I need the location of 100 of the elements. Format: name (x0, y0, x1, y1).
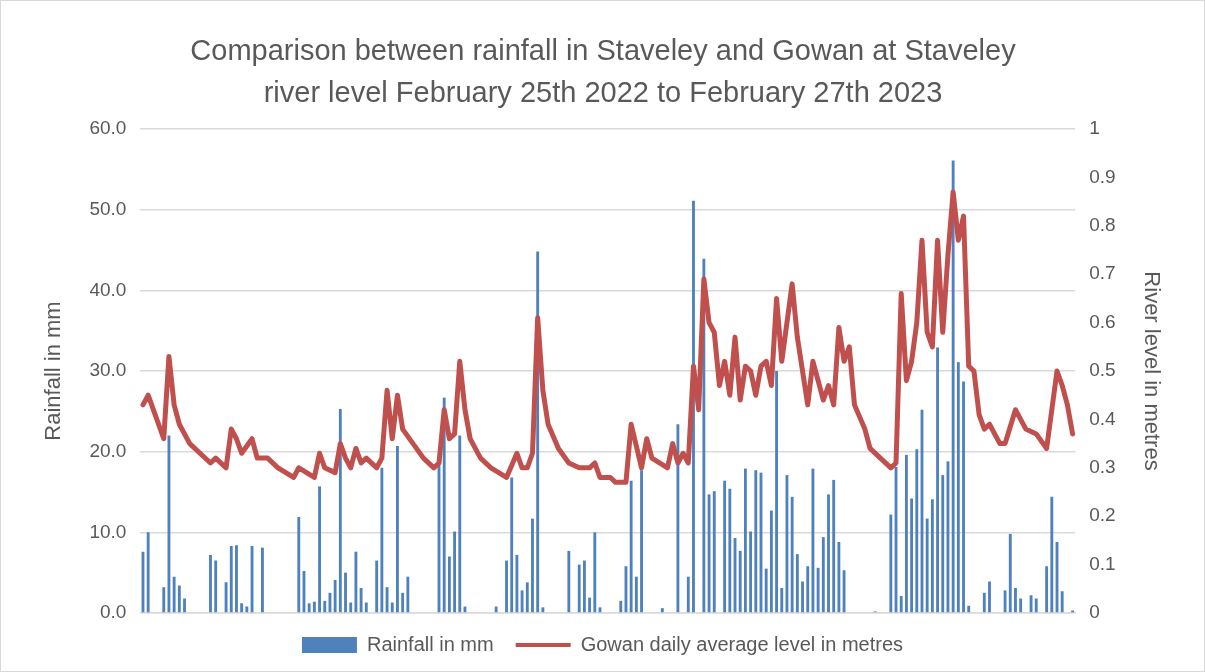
bar (588, 597, 592, 613)
bar (307, 603, 311, 613)
bar (1008, 533, 1012, 613)
bar (359, 587, 363, 613)
bar (749, 531, 753, 613)
y2-tick-label: 0.8 (1089, 214, 1116, 236)
bar (1060, 591, 1064, 613)
bar (354, 551, 358, 613)
bar (889, 514, 893, 613)
bar (229, 546, 233, 613)
bar (936, 347, 939, 613)
legend-label: Rainfall in mm (366, 632, 494, 655)
bar (764, 568, 768, 613)
bar (525, 582, 529, 613)
bar (686, 576, 690, 613)
bar (245, 606, 249, 613)
bar (951, 160, 955, 613)
bar (177, 585, 181, 613)
y2-tick-label: 0.1 (1089, 552, 1116, 574)
bar (172, 576, 176, 613)
legend-label: Gowan daily average level in metres (580, 632, 904, 655)
bar (769, 510, 773, 613)
y2-tick-label: 1 (1089, 117, 1100, 139)
y2-axis-title: River level in metres (1139, 271, 1165, 471)
y2-tick-label: 0.6 (1089, 310, 1116, 332)
y2-tick-label: 0.9 (1089, 165, 1116, 187)
y2-tick-label: 0.5 (1089, 359, 1116, 381)
y-tick-label: 20.0 (89, 439, 127, 461)
bar (541, 607, 545, 613)
bar (1003, 590, 1007, 613)
bar (344, 572, 347, 613)
bar (333, 579, 337, 613)
bar (811, 468, 815, 613)
bar (318, 486, 321, 613)
bar (842, 570, 846, 613)
bar (832, 479, 836, 613)
bar (899, 596, 903, 613)
bar (214, 560, 218, 613)
bar (338, 408, 342, 613)
bar (754, 470, 758, 613)
bar (925, 518, 929, 613)
bar (775, 371, 778, 613)
y-tick-label: 60.0 (89, 117, 127, 139)
chart-title: Comparison between rainfall in Staveley and Gowan at Staveley river level February 25th 2022 to February 27th 2023 (189, 33, 1017, 110)
bar (505, 560, 508, 613)
y-tick-label: 30.0 (89, 359, 127, 381)
bar (1034, 598, 1038, 613)
bar (577, 564, 581, 613)
bar (1045, 566, 1049, 613)
bar (982, 592, 986, 613)
bar (930, 499, 934, 613)
y2-tick-label: 0 (1089, 601, 1100, 623)
y-axis-title: Rainfall in mm (40, 301, 66, 441)
bar (406, 576, 410, 613)
bar (660, 608, 664, 613)
bar (209, 554, 212, 613)
bar (738, 550, 742, 613)
bar (510, 477, 514, 613)
y2-tick-label: 0.4 (1089, 407, 1117, 429)
bar (915, 449, 919, 613)
bar (261, 547, 264, 613)
bar (790, 496, 794, 613)
bar (375, 560, 379, 613)
bar (640, 470, 643, 613)
bar (676, 424, 680, 613)
bar (801, 581, 804, 613)
y-tick-label: 10.0 (89, 520, 127, 542)
bar (1050, 496, 1054, 613)
y2-tick-label: 0.2 (1089, 504, 1116, 526)
bar (619, 600, 623, 613)
bar (723, 480, 727, 613)
bar (323, 600, 327, 613)
bar (712, 491, 716, 613)
bar (967, 605, 971, 613)
y2-tick-label: 0.7 (1089, 262, 1116, 284)
bar (806, 566, 810, 613)
bar (962, 381, 965, 613)
y2-tick-label: 0.3 (1089, 456, 1116, 478)
y-tick-label: 40.0 (89, 278, 127, 300)
bar (956, 362, 960, 613)
bar (146, 532, 150, 613)
bar (728, 488, 732, 613)
bar (743, 468, 747, 613)
bar (629, 480, 633, 613)
y-tick-label: 0.0 (99, 601, 127, 623)
bar (780, 587, 784, 613)
bar (458, 435, 462, 613)
bar (235, 545, 238, 613)
bar (531, 518, 534, 613)
bar (593, 532, 597, 613)
bar (401, 592, 405, 613)
bar (795, 554, 799, 613)
bar (1019, 598, 1023, 613)
bar (183, 598, 186, 613)
bar (520, 590, 524, 613)
bar (297, 517, 301, 613)
bar (816, 567, 820, 613)
bar (910, 498, 914, 613)
y-tick-label: 50.0 (89, 197, 127, 219)
bar (837, 542, 841, 613)
